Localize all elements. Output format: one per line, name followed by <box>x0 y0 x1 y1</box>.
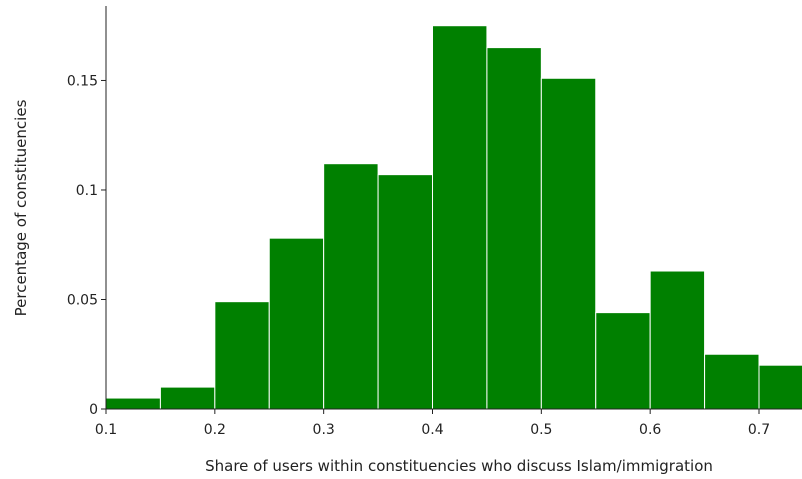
x-axis-ticks: 0.1 0.2 0.3 0.4 0.5 0.6 0.7 <box>95 409 770 438</box>
histogram-bar <box>214 301 270 410</box>
bars-group <box>105 25 802 410</box>
histogram-bar <box>758 364 802 410</box>
x-axis-label: Share of users within constituencies who… <box>205 457 713 475</box>
y-tick-label: 0.1 <box>76 183 98 199</box>
histogram-bar <box>649 270 706 410</box>
x-tick-label: 0.1 <box>95 422 117 438</box>
histogram-bar <box>377 174 434 410</box>
histogram-bar <box>540 77 597 410</box>
histogram-bar <box>105 397 161 410</box>
histogram-bar <box>323 163 379 410</box>
x-tick-label: 0.2 <box>204 422 226 438</box>
histogram-bar <box>486 47 542 410</box>
histogram-bar <box>268 237 325 410</box>
histogram-bar <box>159 386 216 410</box>
x-tick-label: 0.4 <box>421 422 443 438</box>
y-axis-label: Percentage of constituencies <box>12 99 30 316</box>
y-tick-label: 0 <box>89 402 98 418</box>
histogram-bar <box>432 25 488 410</box>
x-tick-label: 0.5 <box>530 422 552 438</box>
x-tick-label: 0.6 <box>639 422 661 438</box>
y-tick-label: 0.15 <box>67 73 98 89</box>
y-tick-label: 0.05 <box>67 292 98 308</box>
y-axis-ticks: 0 0.05 0.1 0.15 <box>67 73 106 418</box>
x-tick-label: 0.7 <box>748 422 770 438</box>
histogram-bar <box>595 312 651 410</box>
histogram-bar <box>704 353 760 410</box>
x-tick-label: 0.3 <box>313 422 335 438</box>
